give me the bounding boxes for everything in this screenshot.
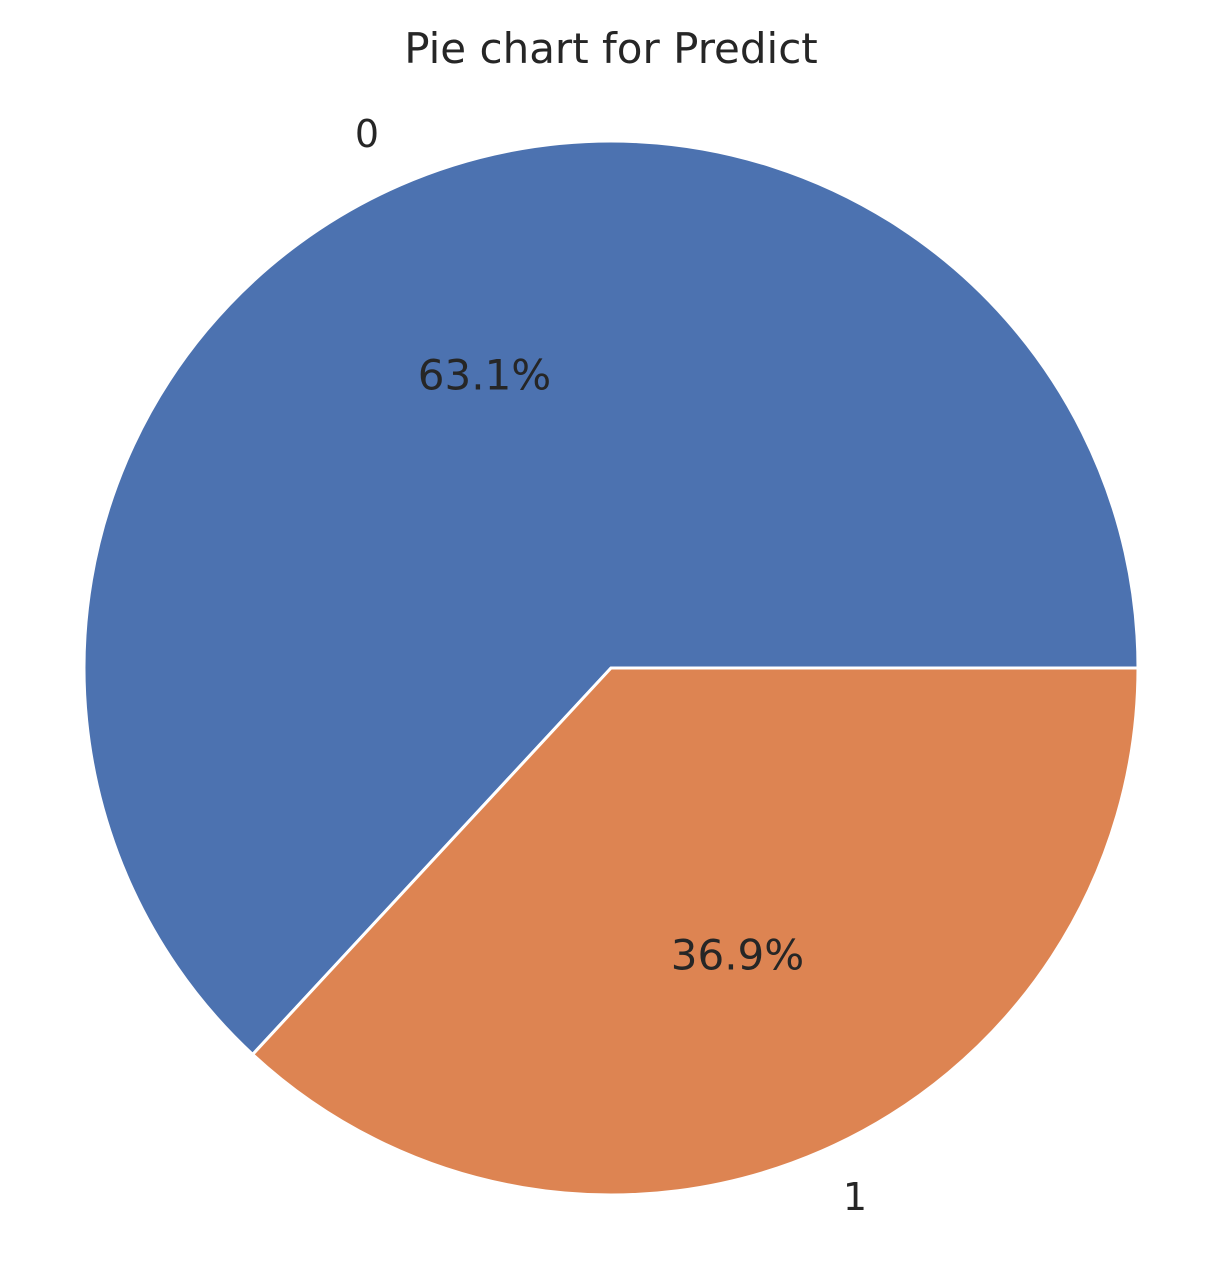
percent-label-1: 36.9% xyxy=(671,930,804,979)
chart-title: Pie chart for Predict xyxy=(404,24,818,73)
category-labels: 01 xyxy=(355,112,867,1219)
category-label-1: 1 xyxy=(843,1175,867,1219)
pie-slices xyxy=(82,139,1140,1197)
percent-label-0: 63.1% xyxy=(418,351,551,400)
percent-labels: 63.1% 36.9% xyxy=(418,351,804,980)
category-label-0: 0 xyxy=(355,112,379,156)
pie-slice-1 xyxy=(251,666,1140,1197)
pie-slice-0 xyxy=(82,139,1140,1056)
